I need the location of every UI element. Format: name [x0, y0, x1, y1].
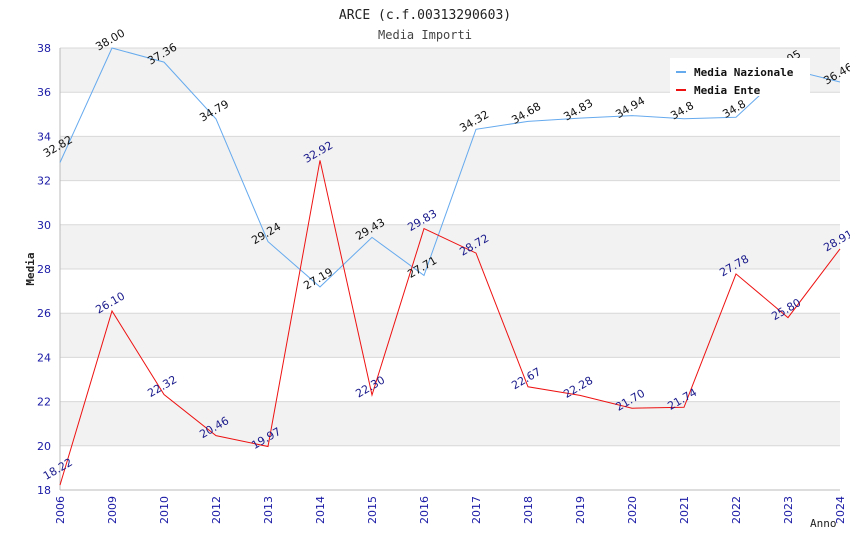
chart-subtitle: Media Importi — [378, 28, 472, 42]
x-tick-label: 2017 — [470, 496, 483, 524]
x-tick-label: 2009 — [106, 496, 119, 524]
series-line-media-nazionale — [59, 47, 841, 288]
x-tick-label: 2021 — [678, 496, 691, 524]
x-tick-label: 2015 — [366, 496, 379, 524]
y-tick-label: 34 — [37, 130, 51, 143]
y-tick-label: 38 — [37, 42, 51, 55]
background-bands — [60, 48, 840, 490]
x-axis-label: Anno — [810, 517, 837, 530]
y-tick-label: 22 — [37, 396, 51, 409]
background-band — [60, 401, 840, 446]
gridlines — [59, 47, 840, 491]
x-tick-label: 2022 — [730, 496, 743, 524]
y-tick-label: 24 — [37, 351, 51, 364]
background-band — [60, 136, 840, 181]
background-band — [60, 224, 840, 269]
series-line-media-ente — [59, 160, 841, 486]
background-band — [60, 357, 840, 402]
legend-label-media-ente: Media Ente — [694, 84, 761, 97]
y-tick-label: 20 — [37, 440, 51, 453]
x-tick-label: 2006 — [54, 496, 67, 524]
x-tick-label: 2016 — [418, 496, 431, 524]
background-band — [60, 269, 840, 314]
y-tick-label: 28 — [37, 263, 51, 276]
y-tick-label: 26 — [37, 307, 51, 320]
legend: Media Nazionale Media Ente — [670, 58, 810, 97]
y-tick-label: 32 — [37, 175, 51, 188]
y-tick-label: 36 — [37, 86, 51, 99]
series-lines — [59, 47, 841, 486]
background-band — [60, 445, 840, 490]
legend-box — [670, 58, 810, 96]
chart-title: ARCE (c.f.00313290603) — [339, 8, 511, 23]
x-tick-label: 2019 — [574, 496, 587, 524]
x-tick-label: 2020 — [626, 496, 639, 524]
x-tick-label: 2024 — [834, 496, 847, 524]
legend-label-media-nazionale: Media Nazionale — [694, 66, 794, 79]
x-axis-ticks: 2006 2009 2010 2012 2013 2014 2015 2016 2017 2018… — [54, 496, 847, 524]
background-band — [60, 313, 840, 358]
x-tick-label: 2023 — [782, 496, 795, 524]
y-axis-label: Media — [24, 252, 37, 285]
y-tick-label: 18 — [37, 484, 51, 497]
x-tick-label: 2012 — [210, 496, 223, 524]
y-axis-ticks: 18 20 22 24 26 28 30 32 34 36 38 — [37, 42, 51, 497]
x-tick-label: 2010 — [158, 496, 171, 524]
y-tick-label: 30 — [37, 219, 51, 232]
x-tick-label: 2013 — [262, 496, 275, 524]
x-tick-label: 2014 — [314, 496, 327, 524]
background-band — [60, 92, 840, 137]
x-tick-label: 2018 — [522, 496, 535, 524]
